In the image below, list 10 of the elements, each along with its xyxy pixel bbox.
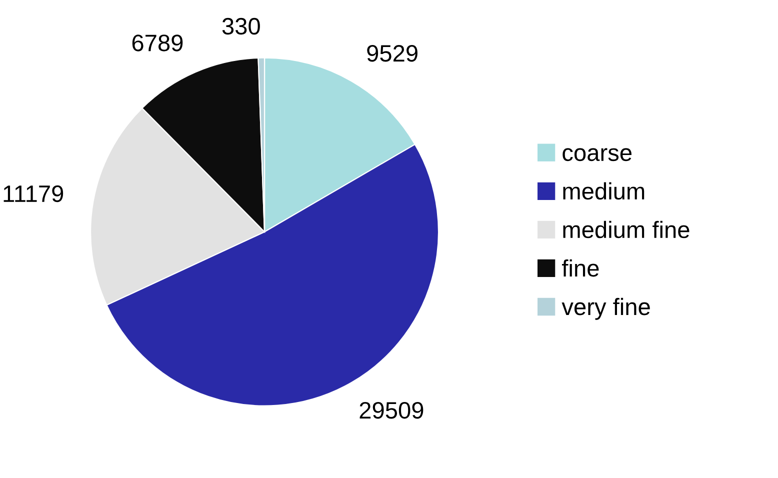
data-label: 6789: [132, 34, 183, 52]
legend-label: coarse: [562, 148, 632, 162]
legend-label: medium: [563, 182, 644, 200]
data-label: 11179: [4, 185, 64, 202]
data-label: 330: [222, 18, 260, 35]
legend-label: very fine: [562, 298, 650, 320]
legend-label: fine: [562, 259, 599, 277]
data-label: 29509: [360, 402, 424, 419]
legend-label: medium fine: [563, 220, 690, 238]
data-label: 9529: [367, 45, 418, 62]
